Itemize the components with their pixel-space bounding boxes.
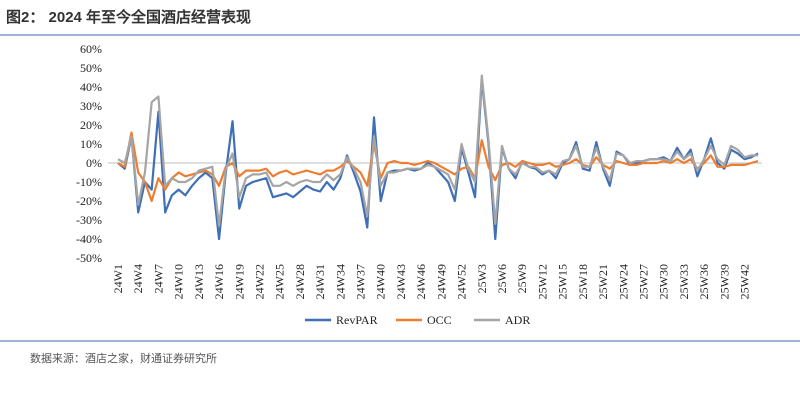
x-tick-label: 25W15	[556, 264, 570, 299]
y-tick-label: 60%	[80, 42, 102, 56]
x-tick-label: 25W21	[596, 264, 610, 299]
x-tick-label: 24W19	[232, 264, 246, 299]
x-tick-label: 24W46	[414, 264, 428, 299]
y-tick-label: 20%	[80, 118, 102, 132]
x-tick-label: 25W18	[576, 264, 590, 299]
y-tick-label: -10%	[76, 175, 102, 189]
y-tick-label: 10%	[80, 137, 102, 151]
x-tick-label: 25W24	[616, 264, 630, 299]
x-tick-label: 25W30	[657, 264, 671, 299]
x-tick-label: 24W40	[374, 264, 388, 299]
x-tick-label: 25W6	[495, 264, 509, 293]
x-tick-label: 24W16	[212, 264, 226, 299]
x-tick-label: 24W7	[151, 264, 165, 293]
y-tick-label: 40%	[80, 80, 102, 94]
x-tick-label: 25W12	[535, 264, 549, 299]
y-tick-label: 30%	[80, 99, 102, 113]
x-tick-label: 24W28	[293, 264, 307, 299]
x-tick-label: 25W27	[636, 264, 650, 299]
x-tick-label: 24W31	[313, 264, 327, 299]
y-tick-label: -20%	[76, 194, 102, 208]
x-tick-label: 25W39	[717, 264, 731, 299]
y-tick-label: 50%	[80, 61, 102, 75]
x-tick-label: 24W34	[333, 264, 347, 299]
series-line	[117, 74, 758, 227]
x-tick-label: 24W4	[131, 264, 145, 293]
y-tick-label: -30%	[76, 213, 102, 227]
x-tick-label: 24W43	[394, 264, 408, 299]
legend-label: OCC	[427, 313, 452, 327]
legend-label: RevPAR	[336, 313, 378, 327]
y-tick-label: -50%	[76, 251, 102, 265]
page-title: 图2： 2024 年至今全国酒店经营表现	[6, 8, 251, 26]
x-tick-label: 25W9	[515, 264, 529, 293]
x-tick-label: 24W1	[111, 264, 125, 293]
x-tick-label: 25W36	[697, 264, 711, 299]
y-tick-label: -40%	[76, 232, 102, 246]
x-tick-label: 24W10	[172, 264, 186, 299]
x-tick-label: 25W42	[738, 264, 752, 299]
x-tick-label: 24W52	[455, 264, 469, 299]
x-tick-label: 25W3	[475, 264, 489, 293]
y-tick-label: 0%	[86, 156, 102, 170]
x-tick-label: 24W13	[192, 264, 206, 299]
x-tick-label: 24W49	[434, 264, 448, 299]
x-tick-label: 24W22	[252, 264, 266, 299]
x-tick-label: 24W37	[354, 264, 368, 299]
source-note: 数据来源：酒店之家，财通证券研究所	[30, 351, 217, 365]
legend-label: ADR	[505, 313, 530, 327]
x-tick-label: 24W25	[273, 264, 287, 299]
x-tick-label: 25W33	[677, 264, 691, 299]
